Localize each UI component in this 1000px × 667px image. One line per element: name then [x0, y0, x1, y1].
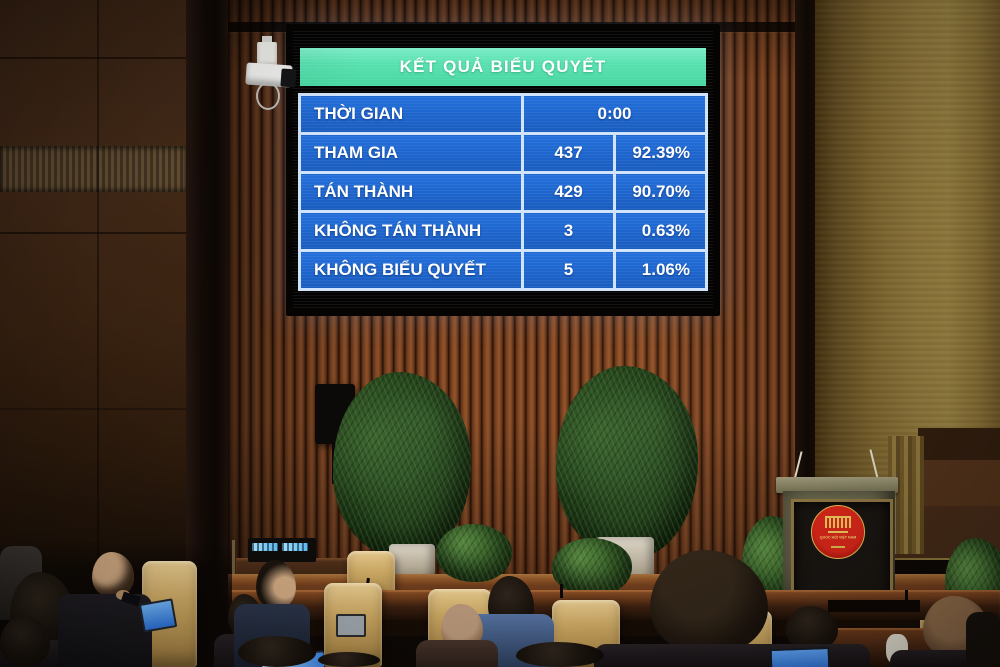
wall-seam	[97, 0, 99, 560]
vote-count: 429	[521, 171, 616, 213]
delegate-head	[318, 652, 380, 667]
podium-top	[776, 477, 898, 493]
potted-plant-large	[556, 366, 698, 558]
desk-microphone	[560, 584, 563, 598]
rack-led-display	[252, 543, 278, 551]
vote-row: TÁN THÀNH 429 90.70%	[298, 171, 708, 213]
tablet	[336, 614, 366, 637]
desk-microphone	[905, 590, 908, 604]
vote-row-label: THỜI GIAN	[298, 93, 524, 135]
wall-seam	[0, 57, 186, 59]
vote-row: KHÔNG TÁN THÀNH 3 0.63%	[298, 210, 708, 252]
vote-time-value: 0:00	[521, 93, 708, 135]
vote-results-table: THỜI GIAN 0:00 THAM GIA 437 92.39% TÁN T…	[298, 93, 708, 291]
tablet-screen	[138, 598, 178, 633]
camera-mount	[257, 42, 277, 68]
vote-row: THAM GIA 437 92.39%	[298, 132, 708, 174]
wall-decorative-band	[0, 146, 186, 192]
screen-title-bar: KẾT QUẢ BIỂU QUYẾT	[300, 48, 706, 86]
vote-row: KHÔNG BIỂU QUYẾT 5 1.06%	[298, 249, 708, 291]
emblem-subline	[831, 546, 845, 548]
camera-arm	[262, 36, 272, 44]
emblem-banner	[828, 531, 848, 533]
mic-stand	[232, 540, 235, 600]
camera-cable	[256, 82, 280, 110]
vote-count: 5	[521, 249, 616, 291]
delegate-head	[238, 636, 316, 667]
led-screen: KẾT QUẢ BIỂU QUYẾT THỜI GIAN 0:00 THAM G…	[293, 31, 713, 308]
desk-plant	[436, 524, 512, 582]
vote-row-label: TÁN THÀNH	[298, 171, 524, 213]
rack-led-display	[282, 543, 308, 551]
vote-row-label: THAM GIA	[298, 132, 524, 174]
vote-row-label: KHÔNG BIỂU QUYẾT	[298, 249, 524, 291]
vote-count: 437	[521, 132, 616, 174]
screen-title: KẾT QUẢ BIỂU QUYẾT	[399, 57, 607, 76]
vote-row-label: KHÔNG TÁN THÀNH	[298, 210, 524, 252]
national-assembly-emblem: QUỐC HỘI VIỆT NAM	[811, 505, 865, 559]
vote-row-time: THỜI GIAN 0:00	[298, 93, 708, 135]
emblem-text: QUỐC HỘI VIỆT NAM	[819, 535, 857, 541]
delegate	[594, 644, 794, 667]
potted-plant-large	[333, 372, 471, 558]
delegate-head	[256, 560, 296, 610]
wall-seam	[0, 408, 186, 410]
delegate-head	[650, 550, 768, 656]
right-wall-strip	[795, 0, 817, 584]
wall-seam	[0, 232, 186, 234]
laptop-screen	[769, 646, 831, 667]
vote-percent: 90.70%	[613, 171, 708, 213]
desk-plant	[552, 538, 632, 596]
desk-slot	[828, 600, 920, 612]
delegate	[966, 612, 1000, 667]
vote-percent: 0.63%	[613, 210, 708, 252]
delegate-head	[786, 606, 838, 651]
delegate	[416, 640, 498, 667]
vote-percent: 1.06%	[613, 249, 708, 291]
vote-count: 3	[521, 210, 616, 252]
camera-lens-icon	[280, 68, 297, 88]
delegate-head	[516, 642, 604, 667]
assembly-building-icon	[825, 516, 851, 528]
delegate-head	[0, 616, 50, 667]
vote-percent: 92.39%	[613, 132, 708, 174]
